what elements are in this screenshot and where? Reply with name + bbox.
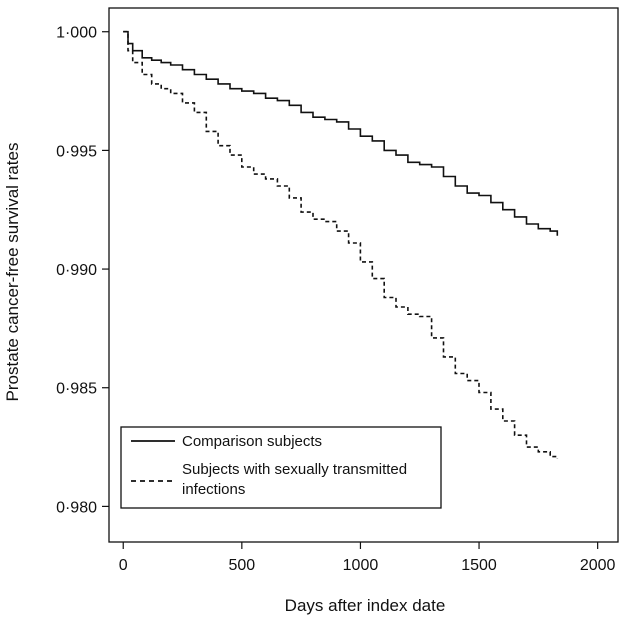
legend-label-sti: Subjects with sexually transmitted infec… — [182, 461, 411, 498]
legend: Comparison subjects Subjects with sexual… — [120, 426, 442, 509]
y-axis-title: Prostate cancer-free survival rates — [3, 143, 22, 402]
x-tick-label: 1000 — [343, 557, 379, 574]
y-tick-label: 0·995 — [56, 143, 97, 160]
x-tick-label: 0 — [119, 557, 128, 574]
x-tick-label: 2000 — [580, 557, 616, 574]
y-tick-label: 0·985 — [56, 381, 97, 398]
x-tick-label: 500 — [228, 557, 255, 574]
y-axis: 0·980 0·985 0·990 0·995 1·000 — [56, 25, 109, 516]
y-tick-label: 0·980 — [56, 499, 97, 516]
series-comparison-line — [123, 30, 559, 236]
x-axis: 0 500 1000 1500 2000 — [119, 542, 616, 574]
series-sti-line — [123, 30, 559, 459]
y-tick-label: 1·000 — [56, 25, 97, 42]
series-layer — [123, 30, 559, 459]
x-axis-title: Days after index date — [285, 596, 446, 615]
legend-label-comparison: Comparison subjects — [182, 433, 322, 450]
y-tick-label: 0·990 — [56, 262, 97, 279]
x-tick-label: 1500 — [461, 557, 497, 574]
plot-frame — [108, 7, 619, 543]
